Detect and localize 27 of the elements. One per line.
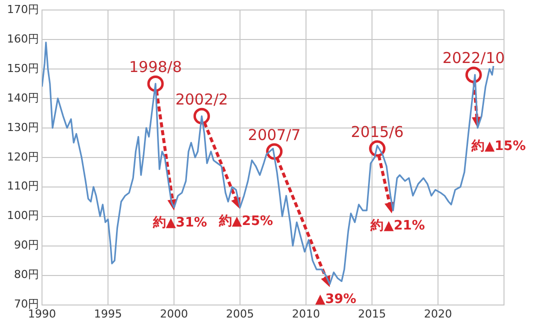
y-tick-label: 160円: [6, 32, 39, 46]
y-tick-label: 70円: [14, 298, 39, 311]
y-tick-label: 140円: [6, 91, 39, 104]
annotation: 約▲15%: [470, 138, 526, 154]
x-tick-label: 2020: [424, 307, 452, 320]
y-tick-label: 120円: [6, 150, 39, 164]
y-tick-label: 150円: [6, 62, 39, 75]
annotation: 約▲21%: [370, 218, 425, 234]
y-tick-label: 170円: [6, 2, 39, 16]
y-tick-label: 100円: [6, 209, 39, 222]
annotation: ▲39%: [315, 292, 356, 307]
annotation: 約▲31%: [152, 215, 208, 230]
y-tick-label: 90円: [14, 238, 39, 252]
annotation: 2007/7: [248, 126, 301, 144]
annotation: 1998/8: [129, 58, 182, 76]
x-tick-label: 2000: [160, 307, 188, 320]
x-tick-label: 1995: [94, 307, 122, 320]
annotation: 2022/10: [442, 49, 505, 68]
annotation: 2015/6: [350, 122, 404, 141]
x-tick-label: 2005: [226, 307, 254, 320]
annotation: 約▲25%: [218, 214, 274, 229]
y-tick-label: 130円: [6, 120, 39, 134]
x-tick-label: 2010: [292, 307, 320, 320]
y-tick-label: 110円: [6, 180, 39, 193]
x-tick-label: 2015: [358, 307, 386, 320]
annotation: 2002/2: [175, 90, 228, 109]
y-tick-label: 80円: [14, 268, 39, 282]
